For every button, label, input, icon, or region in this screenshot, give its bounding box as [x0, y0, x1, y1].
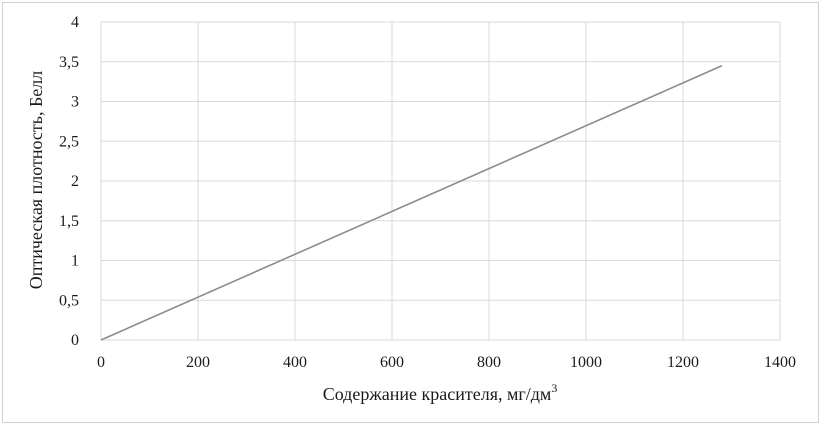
x-tick-label: 1400: [764, 354, 796, 371]
y-tick-label: 1,5: [59, 213, 79, 230]
x-axis-title-text: Содержание красителя, мг/дм: [323, 384, 552, 404]
grid: [100, 21, 781, 341]
y-tick-labels: 0 0,5 1 1,5 2 2,5 3 3,5 4: [59, 14, 79, 349]
series-line-0: [100, 64, 723, 341]
y-tick-label: 0,5: [59, 292, 79, 309]
y-tick-label: 3,5: [59, 54, 79, 71]
x-tick-label: 600: [380, 354, 404, 371]
x-tick-label: 1200: [667, 354, 699, 371]
x-tick-label: 400: [283, 354, 307, 371]
y-axis-title: Оптическая плотность, Белл: [26, 71, 46, 290]
x-tick-label: 800: [477, 354, 501, 371]
x-axis-title: Содержание красителя, мг/дм3: [323, 381, 558, 404]
y-tick-label: 4: [71, 14, 79, 31]
x-tick-label: 200: [186, 354, 210, 371]
y-tick-label: 1: [71, 253, 79, 270]
y-tick-label: 0: [71, 332, 79, 349]
x-axis-title-superscript: 3: [551, 381, 557, 395]
series-group: [100, 64, 723, 341]
x-tick-label: 0: [97, 354, 105, 371]
y-tick-label: 2,5: [59, 133, 79, 150]
y-tick-label: 2: [71, 173, 79, 190]
x-tick-labels: 0 200 400 600 800 1000 1200 1400: [97, 354, 796, 371]
y-tick-label: 3: [71, 94, 79, 111]
x-tick-label: 1000: [570, 354, 602, 371]
